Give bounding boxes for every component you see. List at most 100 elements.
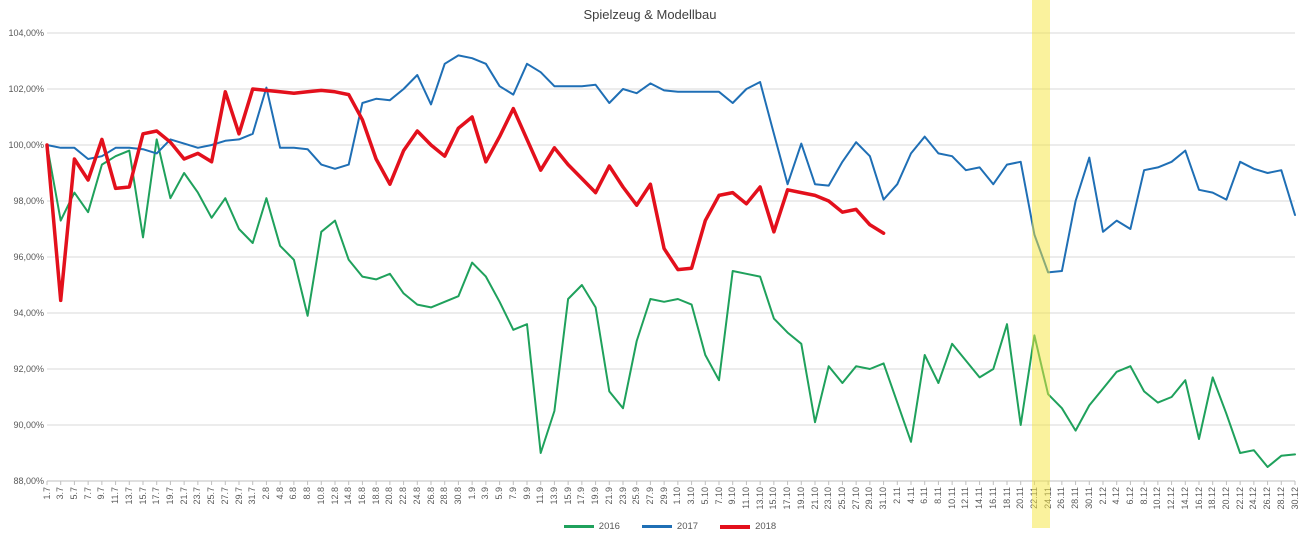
x-axis-label: 20.8	[384, 487, 395, 505]
x-axis-label: 11.10	[740, 487, 751, 509]
legend-swatch-2018	[720, 524, 751, 529]
x-axis-label: 25.9	[631, 487, 642, 505]
x-axis-label: 5.10	[699, 487, 710, 505]
y-axis-label: 94,00%	[13, 308, 44, 318]
y-axis-label: 104,00%	[8, 28, 44, 38]
legend-swatch-2016	[563, 525, 594, 528]
x-axis-label: 16.12	[1193, 487, 1204, 510]
x-axis-label: 11.7	[110, 487, 121, 504]
x-axis-label: 10.12	[1152, 487, 1163, 510]
x-axis-label: 4.12	[1111, 487, 1122, 505]
x-axis-label: 4.11	[905, 487, 916, 504]
x-axis-label: 22.12	[1234, 487, 1245, 510]
x-axis-label: 19.7	[164, 487, 175, 505]
x-axis-label: 8.8	[302, 487, 313, 500]
x-axis-label: 1.9	[466, 487, 477, 500]
x-axis-label: 31.7	[247, 487, 258, 505]
x-axis-label: 7.7	[82, 487, 93, 500]
x-axis-label: 24.8	[411, 487, 422, 505]
x-axis-label: 20.12	[1220, 487, 1231, 510]
x-axis-label: 23.9	[617, 487, 628, 505]
x-axis-label: 15.10	[768, 487, 779, 510]
x-axis-label: 1.7	[41, 487, 52, 500]
x-axis-label: 30.8	[452, 487, 463, 505]
y-axis-label: 90,00%	[13, 420, 44, 430]
x-axis-label: 29.10	[864, 487, 875, 510]
x-axis-label: 13.9	[548, 487, 559, 505]
x-axis-label: 4.8	[274, 487, 285, 500]
x-axis-label: 21.9	[603, 487, 614, 505]
x-axis-label: 15.9	[562, 487, 573, 505]
x-axis-label: 29.9	[658, 487, 669, 505]
x-axis-label: 1.10	[672, 487, 683, 505]
legend-label-2018: 2018	[755, 521, 777, 532]
x-axis-label: 22.11	[1028, 487, 1039, 509]
x-axis-label: 19.10	[795, 487, 806, 510]
x-axis-label: 26.12	[1262, 487, 1273, 510]
chart-legend: 2016 2017 2018	[0, 521, 1300, 532]
x-axis-label: 2.8	[260, 487, 271, 500]
x-axis-label: 17.7	[151, 487, 162, 505]
x-axis-label: 26.11	[1056, 487, 1067, 509]
x-axis-label: 27.10	[850, 487, 861, 510]
legend-swatch-2017	[641, 525, 672, 528]
x-axis-label: 5.7	[68, 487, 79, 500]
x-axis-label: 3.9	[480, 487, 491, 500]
x-axis-label: 19.9	[590, 487, 601, 505]
chart-title: Spielzeug & Modellbau	[583, 7, 717, 22]
x-axis-label: 24.11	[1042, 487, 1053, 509]
x-axis-label: 6.8	[288, 487, 299, 500]
x-axis-label: 29.7	[233, 487, 244, 505]
x-axis-label: 30.12	[1289, 487, 1300, 510]
x-axis-label: 10.11	[946, 487, 957, 509]
x-axis-label: 27.9	[644, 487, 655, 505]
x-axis-label: 17.10	[782, 487, 793, 510]
y-axis-label: 96,00%	[13, 252, 44, 262]
x-axis-label: 2.11	[891, 487, 902, 504]
x-axis-label: 28.8	[439, 487, 450, 505]
x-axis-label: 26.8	[425, 487, 436, 505]
x-axis-label: 14.11	[974, 487, 985, 509]
x-axis-label: 9.7	[96, 487, 107, 500]
x-axis-label: 24.12	[1248, 487, 1259, 510]
series-line-2017[interactable]	[46, 54, 1296, 274]
x-axis-label: 3.10	[686, 487, 697, 505]
x-axis-label: 15.7	[137, 487, 148, 505]
x-axis-label: 12.8	[329, 487, 340, 505]
x-axis-label: 14.8	[343, 487, 354, 505]
series-line-2016[interactable]	[46, 138, 1296, 468]
legend-item-2018[interactable]: 2018	[720, 521, 776, 532]
x-axis-label: 25.10	[836, 487, 847, 510]
x-axis-label: 22.8	[398, 487, 409, 505]
x-axis-label: 28.11	[1070, 487, 1081, 509]
x-axis-label: 5.9	[494, 487, 505, 500]
x-axis-label: 8.11	[932, 487, 943, 504]
x-axis-label: 18.11	[1001, 487, 1012, 509]
x-axis-label: 8.12	[1138, 487, 1149, 505]
y-axis-label: 92,00%	[13, 364, 44, 374]
x-axis-label: 9.9	[521, 487, 532, 500]
x-axis-label: 20.11	[1015, 487, 1026, 509]
legend-item-2016[interactable]: 2016	[563, 521, 620, 532]
x-axis-label: 7.9	[507, 487, 518, 500]
x-axis-label: 11.9	[535, 487, 546, 504]
x-axis-label: 30.11	[1083, 487, 1094, 509]
x-axis-label: 16.11	[987, 487, 998, 509]
x-axis-label: 9.10	[727, 487, 738, 505]
x-axis-label: 12.12	[1166, 487, 1177, 510]
x-axis-label: 25.7	[206, 487, 217, 505]
x-axis-label: 28.12	[1275, 487, 1286, 510]
y-axis-label: 88,00%	[13, 476, 44, 486]
series-line-2018[interactable]	[45, 87, 886, 303]
x-axis-label: 2.12	[1097, 487, 1108, 505]
y-axis-label: 100,00%	[8, 140, 44, 150]
x-axis-label: 27.7	[219, 487, 230, 505]
x-axis-label: 10.8	[315, 487, 326, 505]
x-axis-label: 14.12	[1179, 487, 1190, 510]
legend-item-2017[interactable]: 2017	[641, 521, 698, 532]
x-axis-label: 3.7	[55, 487, 66, 500]
x-axis-label: 6.11	[919, 487, 930, 504]
x-axis-label: 21.7	[178, 487, 189, 505]
